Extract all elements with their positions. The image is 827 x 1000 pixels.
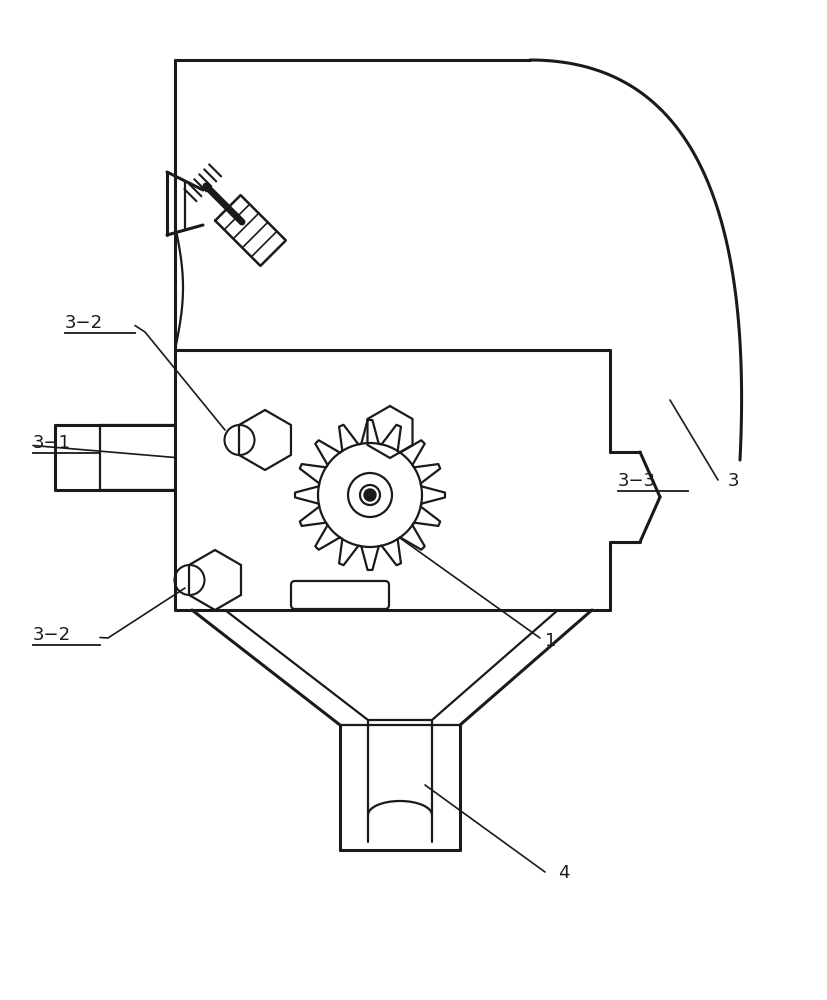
Text: 3−2: 3−2	[65, 314, 103, 332]
Circle shape	[364, 489, 376, 501]
Text: 1: 1	[545, 632, 557, 650]
Text: 3−3: 3−3	[618, 472, 656, 490]
Text: 3: 3	[728, 472, 739, 490]
Text: 3−2: 3−2	[33, 626, 71, 644]
Text: 3−1: 3−1	[33, 434, 71, 452]
Text: 4: 4	[558, 864, 570, 882]
